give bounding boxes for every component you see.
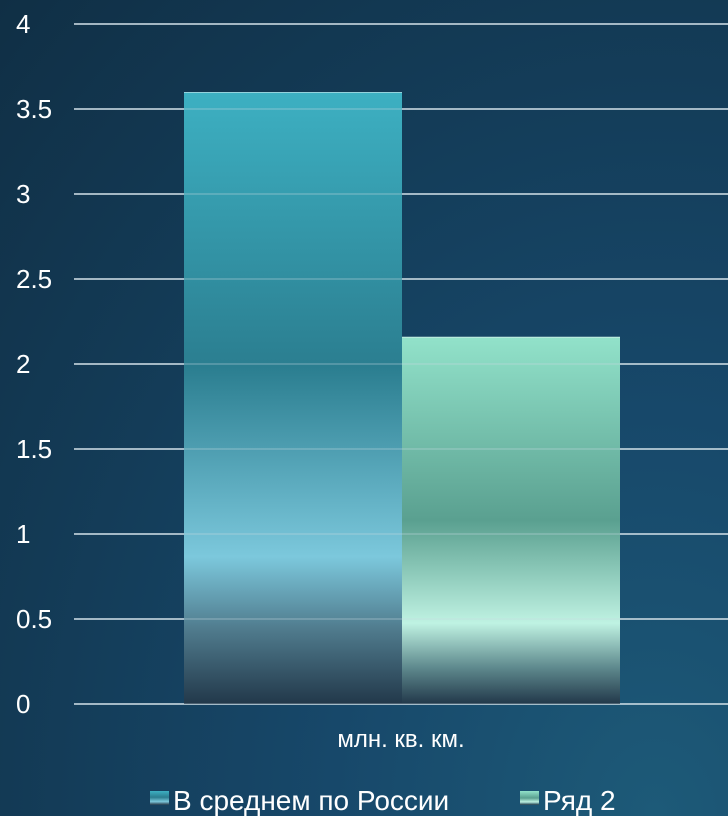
legend-label-series-1: В среднем по России xyxy=(173,785,449,816)
y-tick-label: 2.5 xyxy=(16,264,52,294)
y-tick-label: 2 xyxy=(16,349,30,379)
y-tick-label: 4 xyxy=(16,9,30,39)
legend: В среднем по России Ряд 2 xyxy=(150,785,616,816)
y-tick-label: 3 xyxy=(16,179,30,209)
bar-series-2 xyxy=(402,336,620,704)
legend-item-series-1: В среднем по России xyxy=(150,785,449,816)
y-tick-label: 1.5 xyxy=(16,434,52,464)
bar-series-1 xyxy=(184,92,402,704)
legend-swatch-series-1 xyxy=(150,791,169,805)
y-tick-label: 1 xyxy=(16,519,30,549)
legend-item-series-2: Ряд 2 xyxy=(520,785,616,816)
y-tick-label: 0 xyxy=(16,689,30,719)
y-tick-label: 3.5 xyxy=(16,94,52,124)
y-tick-label: 0.5 xyxy=(16,604,52,634)
legend-label-series-2: Ряд 2 xyxy=(543,785,616,816)
x-category-label: млн. кв. км. xyxy=(337,726,464,753)
legend-swatch-series-2 xyxy=(520,791,539,805)
